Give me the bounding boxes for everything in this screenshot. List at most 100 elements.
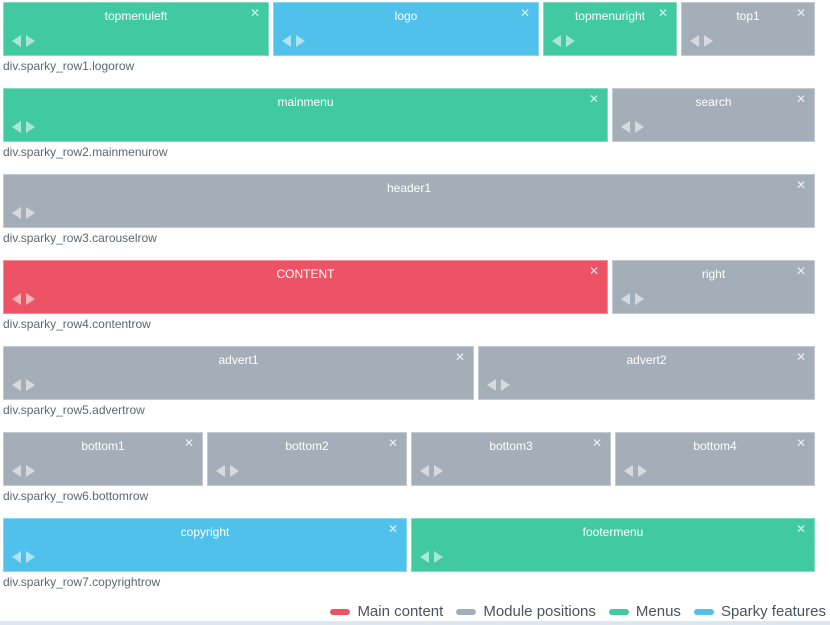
block-bottom4[interactable]: bottom4 ✕ — [615, 432, 815, 486]
block-bottom3[interactable]: bottom3 ✕ — [411, 432, 611, 486]
move-right-icon[interactable] — [26, 293, 35, 305]
move-arrows — [420, 551, 443, 563]
move-right-icon[interactable] — [501, 379, 510, 391]
block-title: topmenuright — [574, 9, 646, 23]
move-left-icon[interactable] — [690, 35, 699, 47]
close-icon[interactable]: ✕ — [795, 178, 806, 192]
close-icon[interactable]: ✕ — [183, 436, 194, 450]
move-right-icon[interactable] — [26, 379, 35, 391]
row-7: copyright ✕ footermenu ✕ — [3, 518, 815, 572]
move-left-icon[interactable] — [420, 465, 429, 477]
move-right-icon[interactable] — [230, 465, 239, 477]
row-label: div.sparky_row4.contentrow — [3, 317, 151, 331]
move-right-icon[interactable] — [26, 207, 35, 219]
close-icon[interactable]: ✕ — [795, 264, 806, 278]
move-right-icon[interactable] — [26, 551, 35, 563]
block-content[interactable]: CONTENT ✕ — [3, 260, 608, 314]
move-right-icon[interactable] — [296, 35, 305, 47]
move-left-icon[interactable] — [12, 207, 21, 219]
close-icon[interactable]: ✕ — [387, 522, 398, 536]
move-arrows — [282, 35, 305, 47]
move-left-icon[interactable] — [12, 379, 21, 391]
legend: Main content Module positions Menus Sparky … — [0, 604, 830, 620]
close-icon[interactable]: ✕ — [795, 522, 806, 536]
move-arrows — [216, 465, 239, 477]
close-icon[interactable]: ✕ — [795, 436, 806, 450]
move-right-icon[interactable] — [26, 121, 35, 133]
move-right-icon[interactable] — [26, 35, 35, 47]
move-left-icon[interactable] — [12, 465, 21, 477]
block-footermenu[interactable]: footermenu ✕ — [411, 518, 815, 572]
block-bottom2[interactable]: bottom2 ✕ — [207, 432, 407, 486]
move-arrows — [552, 35, 575, 47]
close-icon[interactable]: ✕ — [795, 350, 806, 364]
block-bottom1[interactable]: bottom1 ✕ — [3, 432, 203, 486]
move-left-icon[interactable] — [621, 121, 630, 133]
move-right-icon[interactable] — [434, 465, 443, 477]
move-right-icon[interactable] — [635, 121, 644, 133]
move-arrows — [420, 465, 443, 477]
block-title: footermenu — [582, 525, 644, 539]
move-left-icon[interactable] — [12, 121, 21, 133]
legend-item-main-content: Main content — [330, 604, 443, 620]
legend-item-sparky-features: Sparky features — [693, 604, 826, 620]
block-title: advert2 — [626, 353, 667, 367]
close-icon[interactable]: ✕ — [249, 6, 260, 20]
move-left-icon[interactable] — [12, 551, 21, 563]
block-advert1[interactable]: advert1 ✕ — [3, 346, 474, 400]
block-topmenuleft[interactable]: topmenuleft ✕ — [3, 2, 269, 56]
move-right-icon[interactable] — [566, 35, 575, 47]
block-copyright[interactable]: copyright ✕ — [3, 518, 407, 572]
close-icon[interactable]: ✕ — [588, 264, 599, 278]
move-left-icon[interactable] — [552, 35, 561, 47]
close-icon[interactable]: ✕ — [657, 6, 668, 20]
move-left-icon[interactable] — [420, 551, 429, 563]
move-left-icon[interactable] — [216, 465, 225, 477]
move-right-icon[interactable] — [434, 551, 443, 563]
block-search[interactable]: search ✕ — [612, 88, 815, 142]
move-arrows — [690, 35, 713, 47]
close-icon[interactable]: ✕ — [519, 6, 530, 20]
legend-swatch — [330, 609, 351, 615]
block-logo[interactable]: logo ✕ — [273, 2, 539, 56]
move-left-icon[interactable] — [624, 465, 633, 477]
close-icon[interactable]: ✕ — [795, 6, 806, 20]
close-icon[interactable]: ✕ — [795, 92, 806, 106]
row-label: div.sparky_row2.mainmenurow — [3, 145, 168, 159]
close-icon[interactable]: ✕ — [591, 436, 602, 450]
move-right-icon[interactable] — [635, 293, 644, 305]
block-title: bottom4 — [693, 439, 737, 453]
block-right[interactable]: right ✕ — [612, 260, 815, 314]
bottom-panel-edge — [0, 621, 830, 625]
block-title: right — [701, 267, 726, 281]
move-left-icon[interactable] — [621, 293, 630, 305]
block-title: bottom2 — [285, 439, 329, 453]
move-left-icon[interactable] — [282, 35, 291, 47]
move-left-icon[interactable] — [487, 379, 496, 391]
move-left-icon[interactable] — [12, 293, 21, 305]
close-icon[interactable]: ✕ — [454, 350, 465, 364]
move-right-icon[interactable] — [704, 35, 713, 47]
block-title: header1 — [386, 181, 432, 195]
move-left-icon[interactable] — [12, 35, 21, 47]
row-label: div.sparky_row3.carouselrow — [3, 231, 157, 245]
legend-swatch — [693, 609, 714, 615]
row-label: div.sparky_row5.advertrow — [3, 403, 145, 417]
block-top1[interactable]: top1 ✕ — [681, 2, 815, 56]
block-advert2[interactable]: advert2 ✕ — [478, 346, 815, 400]
close-icon[interactable]: ✕ — [588, 92, 599, 106]
move-arrows — [624, 465, 647, 477]
row-group-1: topmenuleft ✕ logo ✕ topmenuright ✕ top1 ✕ div.s… — [3, 2, 815, 72]
legend-label: Main content — [357, 603, 444, 620]
row-group-2: mainmenu ✕ search ✕ div.sparky_row2.mainmenu… — [3, 88, 815, 158]
block-mainmenu[interactable]: mainmenu ✕ — [3, 88, 608, 142]
block-title: bottom3 — [489, 439, 533, 453]
block-header1[interactable]: header1 ✕ — [3, 174, 815, 228]
row-1: topmenuleft ✕ logo ✕ topmenuright ✕ top1 ✕ — [3, 2, 815, 56]
move-arrows — [12, 207, 35, 219]
move-right-icon[interactable] — [26, 465, 35, 477]
block-topmenuright[interactable]: topmenuright ✕ — [543, 2, 677, 56]
block-title: bottom1 — [81, 439, 125, 453]
close-icon[interactable]: ✕ — [387, 436, 398, 450]
move-right-icon[interactable] — [638, 465, 647, 477]
